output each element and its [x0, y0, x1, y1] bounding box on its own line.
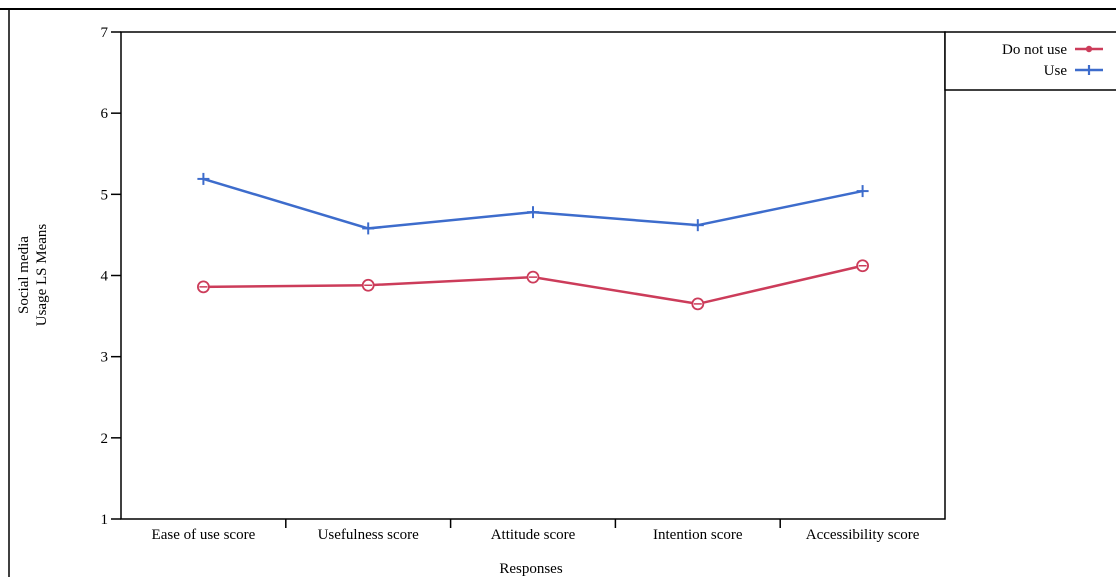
data-point-plus [691, 219, 704, 232]
y-tick-label: 5 [101, 187, 109, 203]
legend-box [944, 31, 1116, 91]
legend: Do not use Use [1002, 42, 1103, 79]
x-axis: Ease of use score Usefulness score Attitud… [152, 519, 920, 543]
legend-item: Do not use [1002, 42, 1103, 58]
series-layer [196, 172, 869, 311]
y-tick-label: 4 [101, 269, 109, 285]
x-tick-label: Accessibility score [806, 527, 920, 543]
x-axis-title: Responses [499, 561, 562, 577]
x-tick-label: Intention score [653, 527, 743, 543]
y-tick-label: 7 [101, 25, 109, 41]
legend-marker-circle [1085, 45, 1093, 53]
legend-label: Use [1044, 63, 1068, 79]
data-point-plus [856, 185, 869, 198]
x-tick-label: Attitude score [491, 527, 576, 543]
series-line [203, 177, 863, 230]
series-use [197, 172, 869, 235]
y-tick-label: 3 [101, 350, 109, 366]
data-point-plus [527, 206, 539, 219]
legend-item: Use [1044, 63, 1103, 79]
data-point-plus [362, 222, 375, 235]
y-axis: 1 2 3 4 5 6 7 [101, 25, 121, 528]
x-tick-label: Usefulness score [318, 527, 420, 543]
y-tick-label: 1 [101, 512, 109, 528]
legend-label: Do not use [1002, 42, 1067, 58]
series-do-not-use [196, 259, 869, 311]
data-point-plus [197, 172, 210, 185]
x-tick-label: Ease of use score [152, 527, 256, 543]
y-axis-title-line2: Usage LS Means [34, 224, 50, 327]
y-tick-label: 6 [101, 106, 109, 122]
y-tick-label: 2 [101, 431, 109, 447]
y-axis-title-line1: Social media [16, 236, 32, 314]
